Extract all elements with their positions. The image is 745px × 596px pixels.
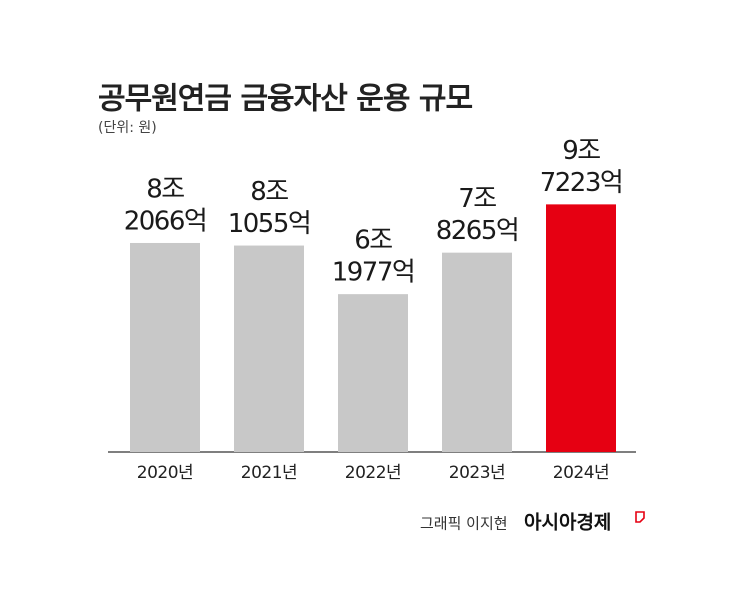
credit: 그래픽 이지현	[420, 515, 508, 533]
x-tick-label: 2020년	[137, 463, 193, 483]
x-tick-label: 2023년	[449, 463, 505, 483]
value-label: 1977억	[332, 258, 415, 288]
value-label: 8조	[250, 177, 288, 207]
x-tick-label: 2022년	[345, 463, 401, 483]
brand-icon	[635, 511, 645, 523]
value-label: 2066억	[124, 206, 207, 236]
bar	[442, 252, 512, 452]
value-label: 7조	[458, 184, 496, 214]
value-label: 8조	[146, 174, 184, 204]
x-tick-label: 2021년	[241, 463, 297, 483]
value-label: 8265억	[436, 216, 519, 246]
x-tick-label: 2024년	[553, 463, 609, 483]
value-label: 9조	[562, 136, 600, 166]
value-label: 6조	[354, 226, 392, 256]
bar	[546, 204, 616, 452]
bar	[234, 245, 304, 452]
chart-title: 공무원연금 금융자산 운용 규모	[98, 82, 473, 117]
value-label: 7223억	[540, 168, 623, 198]
bar	[130, 242, 200, 452]
bar	[338, 294, 408, 452]
value-label: 1055억	[228, 209, 311, 239]
brand: 아시아경제	[524, 512, 611, 534]
unit-note: (단위: 원)	[98, 120, 157, 136]
